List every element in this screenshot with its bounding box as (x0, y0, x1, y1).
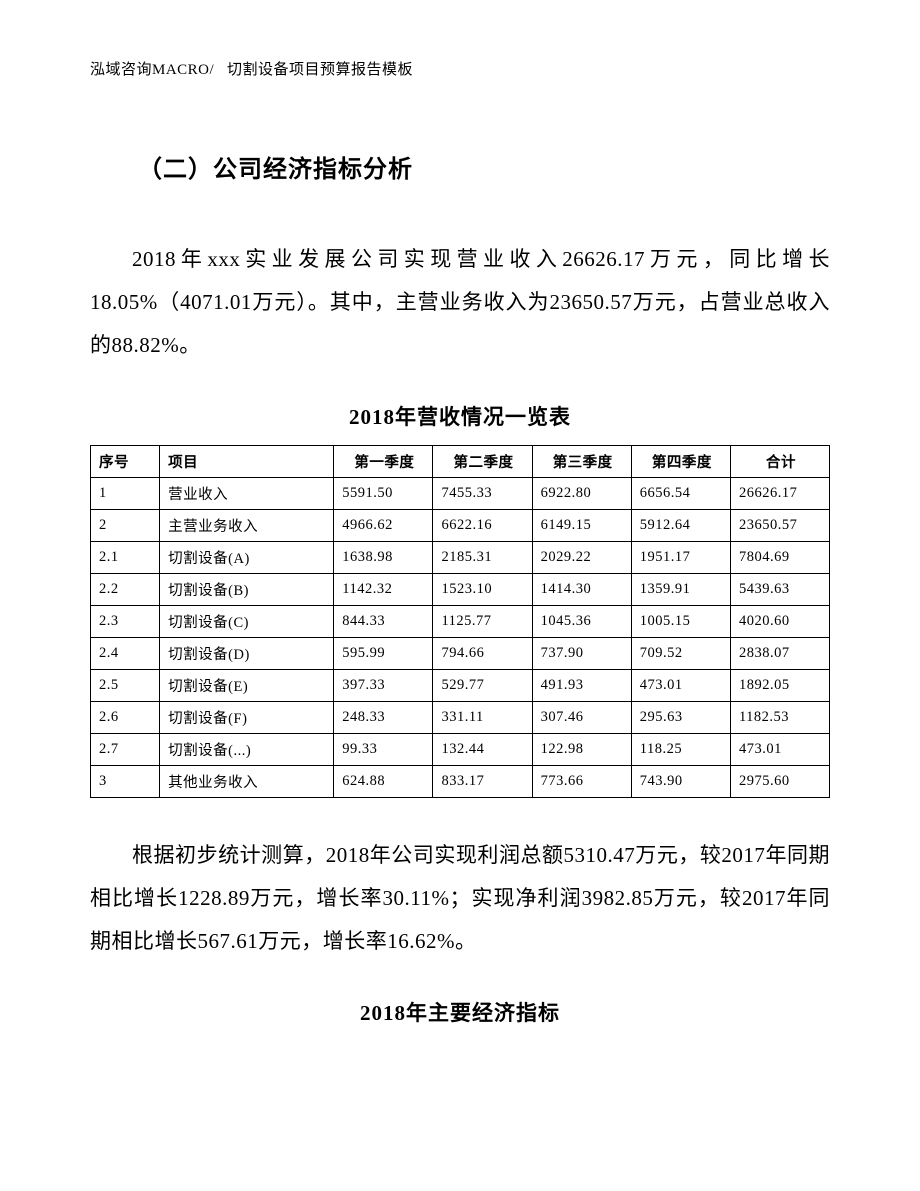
cell-q3: 773.66 (532, 766, 631, 798)
cell-item: 切割设备(C) (160, 606, 334, 638)
cell-q1: 844.33 (334, 606, 433, 638)
col-q2: 第二季度 (433, 446, 532, 478)
cell-q2: 794.66 (433, 638, 532, 670)
cell-item: 切割设备(...) (160, 734, 334, 766)
cell-q4: 118.25 (631, 734, 730, 766)
cell-q1: 248.33 (334, 702, 433, 734)
section-heading: （二）公司经济指标分析 (90, 149, 830, 184)
cell-q4: 1951.17 (631, 542, 730, 574)
cell-q3: 2029.22 (532, 542, 631, 574)
cell-item: 切割设备(F) (160, 702, 334, 734)
cell-q2: 1125.77 (433, 606, 532, 638)
cell-total: 1182.53 (730, 702, 829, 734)
cell-q4: 1359.91 (631, 574, 730, 606)
cell-total: 23650.57 (730, 510, 829, 542)
cell-total: 4020.60 (730, 606, 829, 638)
cell-q3: 1414.30 (532, 574, 631, 606)
cell-q1: 4966.62 (334, 510, 433, 542)
col-seq: 序号 (91, 446, 160, 478)
cell-seq: 2.2 (91, 574, 160, 606)
page-header: 泓域咨询MACRO/ 切割设备项目预算报告模板 (90, 58, 830, 79)
table-title-1: 2018年营收情况一览表 (90, 401, 830, 431)
cell-item: 主营业务收入 (160, 510, 334, 542)
col-q1: 第一季度 (334, 446, 433, 478)
cell-total: 2838.07 (730, 638, 829, 670)
cell-q2: 529.77 (433, 670, 532, 702)
col-q4: 第四季度 (631, 446, 730, 478)
table-row: 2.7 切割设备(...) 99.33 132.44 122.98 118.25… (91, 734, 830, 766)
cell-item: 切割设备(D) (160, 638, 334, 670)
cell-seq: 2.4 (91, 638, 160, 670)
table-row: 2.5 切割设备(E) 397.33 529.77 491.93 473.01 … (91, 670, 830, 702)
cell-item: 切割设备(A) (160, 542, 334, 574)
cell-q2: 2185.31 (433, 542, 532, 574)
cell-q4: 6656.54 (631, 478, 730, 510)
cell-item: 切割设备(E) (160, 670, 334, 702)
cell-q3: 1045.36 (532, 606, 631, 638)
cell-total: 473.01 (730, 734, 829, 766)
cell-total: 2975.60 (730, 766, 829, 798)
header-right: 切割设备项目预算报告模板 (227, 62, 413, 78)
col-item: 项目 (160, 446, 334, 478)
cell-q1: 99.33 (334, 734, 433, 766)
cell-seq: 2.5 (91, 670, 160, 702)
cell-total: 1892.05 (730, 670, 829, 702)
cell-total: 26626.17 (730, 478, 829, 510)
cell-total: 5439.63 (730, 574, 829, 606)
revenue-table: 序号 项目 第一季度 第二季度 第三季度 第四季度 合计 1 营业收入 5591… (90, 445, 830, 798)
table-row: 3 其他业务收入 624.88 833.17 773.66 743.90 297… (91, 766, 830, 798)
table-row: 2 主营业务收入 4966.62 6622.16 6149.15 5912.64… (91, 510, 830, 542)
table-row: 2.3 切割设备(C) 844.33 1125.77 1045.36 1005.… (91, 606, 830, 638)
cell-seq: 1 (91, 478, 160, 510)
cell-q4: 709.52 (631, 638, 730, 670)
header-left: 泓域咨询MACRO/ (90, 62, 214, 78)
cell-seq: 2.3 (91, 606, 160, 638)
cell-q2: 833.17 (433, 766, 532, 798)
cell-q2: 132.44 (433, 734, 532, 766)
cell-seq: 2.7 (91, 734, 160, 766)
table-row: 1 营业收入 5591.50 7455.33 6922.80 6656.54 2… (91, 478, 830, 510)
cell-q1: 1142.32 (334, 574, 433, 606)
table-row: 2.4 切割设备(D) 595.99 794.66 737.90 709.52 … (91, 638, 830, 670)
table-header-row: 序号 项目 第一季度 第二季度 第三季度 第四季度 合计 (91, 446, 830, 478)
cell-seq: 2.1 (91, 542, 160, 574)
table-title-2: 2018年主要经济指标 (90, 997, 830, 1027)
cell-q3: 6149.15 (532, 510, 631, 542)
cell-q3: 307.46 (532, 702, 631, 734)
cell-seq: 2.6 (91, 702, 160, 734)
cell-q3: 122.98 (532, 734, 631, 766)
table-row: 2.6 切割设备(F) 248.33 331.11 307.46 295.63 … (91, 702, 830, 734)
cell-item: 其他业务收入 (160, 766, 334, 798)
cell-q1: 397.33 (334, 670, 433, 702)
cell-q4: 743.90 (631, 766, 730, 798)
cell-seq: 3 (91, 766, 160, 798)
document-page: 泓域咨询MACRO/ 切割设备项目预算报告模板 （二）公司经济指标分析 2018… (0, 0, 920, 1191)
cell-item: 营业收入 (160, 478, 334, 510)
cell-q4: 1005.15 (631, 606, 730, 638)
cell-q4: 295.63 (631, 702, 730, 734)
cell-q3: 491.93 (532, 670, 631, 702)
cell-q1: 1638.98 (334, 542, 433, 574)
cell-q1: 5591.50 (334, 478, 433, 510)
cell-q3: 737.90 (532, 638, 631, 670)
cell-q2: 6622.16 (433, 510, 532, 542)
cell-q3: 6922.80 (532, 478, 631, 510)
cell-q2: 7455.33 (433, 478, 532, 510)
cell-q2: 331.11 (433, 702, 532, 734)
table-row: 2.2 切割设备(B) 1142.32 1523.10 1414.30 1359… (91, 574, 830, 606)
cell-q4: 473.01 (631, 670, 730, 702)
table-body: 1 营业收入 5591.50 7455.33 6922.80 6656.54 2… (91, 478, 830, 798)
cell-q1: 595.99 (334, 638, 433, 670)
col-total: 合计 (730, 446, 829, 478)
col-q3: 第三季度 (532, 446, 631, 478)
table-row: 2.1 切割设备(A) 1638.98 2185.31 2029.22 1951… (91, 542, 830, 574)
paragraph-2: 根据初步统计测算，2018年公司实现利润总额5310.47万元，较2017年同期… (90, 834, 830, 963)
paragraph-1: 2018年xxx实业发展公司实现营业收入26626.17万元，同比增长18.05… (90, 238, 830, 367)
cell-q2: 1523.10 (433, 574, 532, 606)
cell-q4: 5912.64 (631, 510, 730, 542)
cell-total: 7804.69 (730, 542, 829, 574)
cell-item: 切割设备(B) (160, 574, 334, 606)
cell-q1: 624.88 (334, 766, 433, 798)
cell-seq: 2 (91, 510, 160, 542)
